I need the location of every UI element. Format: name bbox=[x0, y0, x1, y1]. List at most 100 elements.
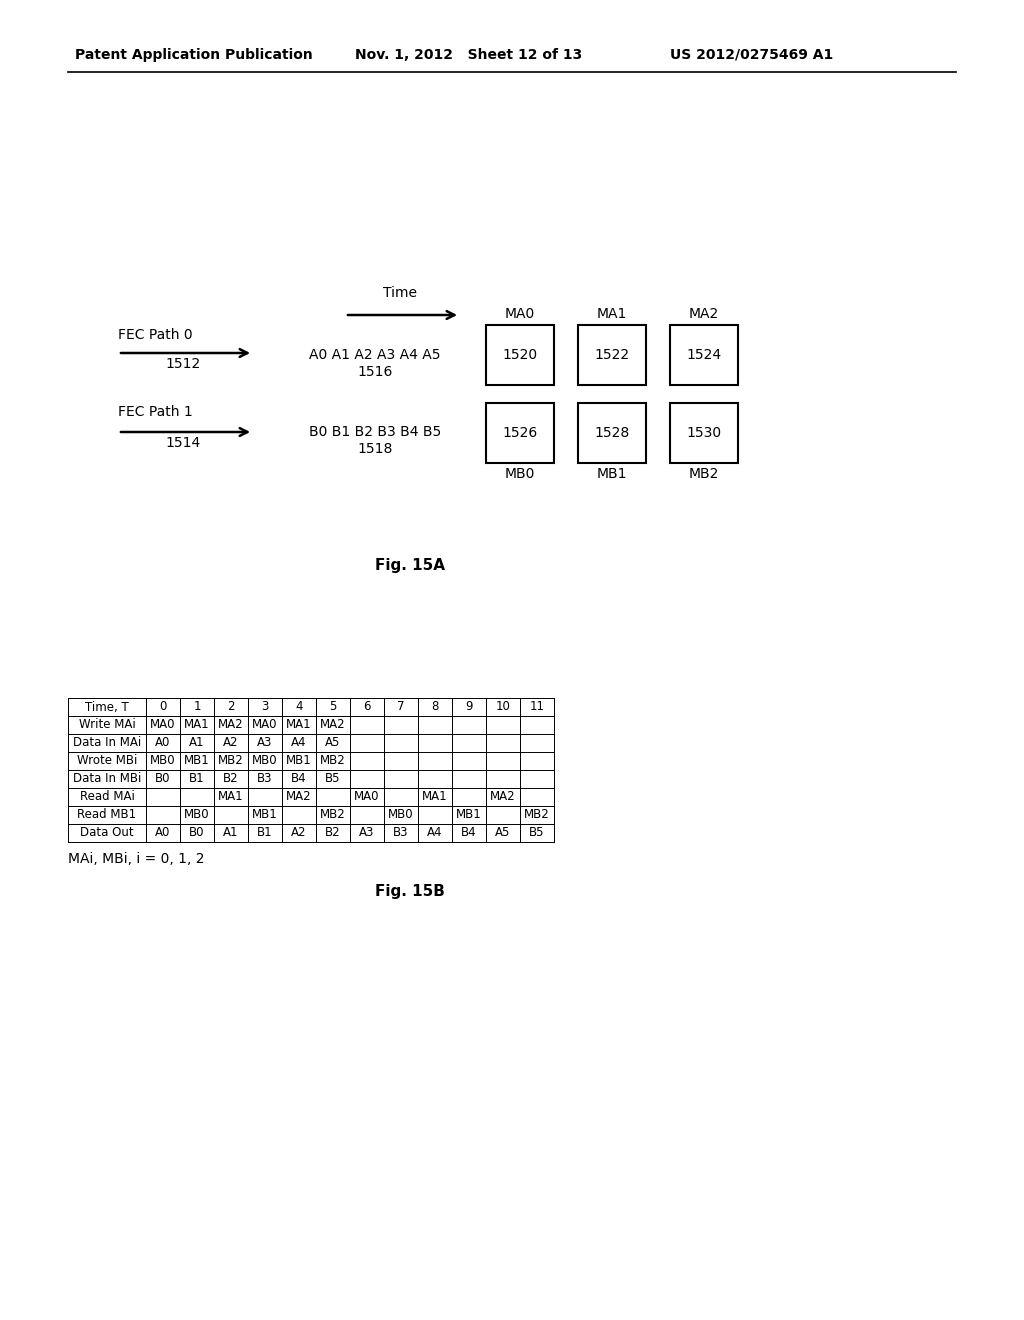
Text: B1: B1 bbox=[257, 826, 272, 840]
Text: 1524: 1524 bbox=[686, 348, 722, 362]
Text: B3: B3 bbox=[257, 772, 272, 785]
Bar bbox=[578, 325, 646, 385]
Text: Write MAi: Write MAi bbox=[79, 718, 135, 731]
Text: MB2: MB2 bbox=[218, 755, 244, 767]
Text: MB2: MB2 bbox=[524, 808, 550, 821]
Text: MB1: MB1 bbox=[184, 755, 210, 767]
Text: A2: A2 bbox=[291, 826, 307, 840]
Text: A0: A0 bbox=[156, 737, 171, 750]
Text: MB0: MB0 bbox=[184, 808, 210, 821]
Text: B2: B2 bbox=[223, 772, 239, 785]
Bar bbox=[486, 403, 554, 463]
Text: A3: A3 bbox=[257, 737, 272, 750]
Text: FEC Path 1: FEC Path 1 bbox=[118, 405, 193, 418]
Text: 2: 2 bbox=[227, 701, 234, 714]
Text: B3: B3 bbox=[393, 826, 409, 840]
Text: 1: 1 bbox=[194, 701, 201, 714]
Text: US 2012/0275469 A1: US 2012/0275469 A1 bbox=[670, 48, 834, 62]
Bar bbox=[486, 325, 554, 385]
Text: 1512: 1512 bbox=[165, 356, 201, 371]
Text: 1526: 1526 bbox=[503, 426, 538, 440]
Text: 10: 10 bbox=[496, 701, 510, 714]
Text: MB1: MB1 bbox=[597, 467, 628, 480]
Text: MB0: MB0 bbox=[505, 467, 536, 480]
Text: A0 A1 A2 A3 A4 A5: A0 A1 A2 A3 A4 A5 bbox=[309, 348, 440, 362]
Text: MA2: MA2 bbox=[321, 718, 346, 731]
Text: A1: A1 bbox=[223, 826, 239, 840]
Text: 4: 4 bbox=[295, 701, 303, 714]
Text: Read MAi: Read MAi bbox=[80, 791, 134, 804]
Text: MA2: MA2 bbox=[286, 791, 312, 804]
Text: MA0: MA0 bbox=[151, 718, 176, 731]
Text: 1530: 1530 bbox=[686, 426, 722, 440]
Bar bbox=[670, 403, 738, 463]
Text: A4: A4 bbox=[291, 737, 307, 750]
Text: MB0: MB0 bbox=[388, 808, 414, 821]
Bar bbox=[578, 403, 646, 463]
Text: Fig. 15B: Fig. 15B bbox=[375, 884, 445, 899]
Bar bbox=[670, 325, 738, 385]
Text: Wrote MBi: Wrote MBi bbox=[77, 755, 137, 767]
Text: 5: 5 bbox=[330, 701, 337, 714]
Text: A4: A4 bbox=[427, 826, 442, 840]
Text: MA0: MA0 bbox=[505, 308, 536, 321]
Text: B2: B2 bbox=[326, 826, 341, 840]
Text: A1: A1 bbox=[189, 737, 205, 750]
Text: Time, T: Time, T bbox=[85, 701, 129, 714]
Text: 1514: 1514 bbox=[165, 436, 201, 450]
Text: MB2: MB2 bbox=[689, 467, 719, 480]
Text: MA0: MA0 bbox=[354, 791, 380, 804]
Text: B4: B4 bbox=[461, 826, 477, 840]
Text: MB0: MB0 bbox=[252, 755, 278, 767]
Text: MB2: MB2 bbox=[321, 808, 346, 821]
Text: 1518: 1518 bbox=[357, 442, 392, 455]
Text: A2: A2 bbox=[223, 737, 239, 750]
Text: 8: 8 bbox=[431, 701, 438, 714]
Text: MB0: MB0 bbox=[151, 755, 176, 767]
Text: 1520: 1520 bbox=[503, 348, 538, 362]
Text: B4: B4 bbox=[291, 772, 307, 785]
Text: MA2: MA2 bbox=[218, 718, 244, 731]
Text: FEC Path 0: FEC Path 0 bbox=[118, 327, 193, 342]
Text: 1516: 1516 bbox=[357, 366, 392, 379]
Text: MB2: MB2 bbox=[321, 755, 346, 767]
Text: MA1: MA1 bbox=[597, 308, 627, 321]
Text: Data Out: Data Out bbox=[80, 826, 134, 840]
Text: MA2: MA2 bbox=[490, 791, 516, 804]
Text: MB1: MB1 bbox=[252, 808, 278, 821]
Text: Data In MAi: Data In MAi bbox=[73, 737, 141, 750]
Text: Nov. 1, 2012   Sheet 12 of 13: Nov. 1, 2012 Sheet 12 of 13 bbox=[355, 48, 583, 62]
Text: Read MB1: Read MB1 bbox=[78, 808, 136, 821]
Text: MA2: MA2 bbox=[689, 308, 719, 321]
Text: A3: A3 bbox=[359, 826, 375, 840]
Text: 6: 6 bbox=[364, 701, 371, 714]
Text: 11: 11 bbox=[529, 701, 545, 714]
Text: 9: 9 bbox=[465, 701, 473, 714]
Text: Patent Application Publication: Patent Application Publication bbox=[75, 48, 312, 62]
Text: B1: B1 bbox=[189, 772, 205, 785]
Text: MB1: MB1 bbox=[456, 808, 482, 821]
Text: MA1: MA1 bbox=[218, 791, 244, 804]
Text: MAi, MBi, i = 0, 1, 2: MAi, MBi, i = 0, 1, 2 bbox=[68, 851, 205, 866]
Text: A0: A0 bbox=[156, 826, 171, 840]
Text: A5: A5 bbox=[496, 826, 511, 840]
Text: 7: 7 bbox=[397, 701, 404, 714]
Text: MB1: MB1 bbox=[286, 755, 312, 767]
Text: 1528: 1528 bbox=[594, 426, 630, 440]
Text: MA1: MA1 bbox=[184, 718, 210, 731]
Text: 3: 3 bbox=[261, 701, 268, 714]
Text: Time: Time bbox=[383, 286, 417, 300]
Text: B5: B5 bbox=[326, 772, 341, 785]
Text: A5: A5 bbox=[326, 737, 341, 750]
Text: MA1: MA1 bbox=[422, 791, 447, 804]
Text: 1522: 1522 bbox=[595, 348, 630, 362]
Text: Data In MBi: Data In MBi bbox=[73, 772, 141, 785]
Text: B5: B5 bbox=[529, 826, 545, 840]
Text: Fig. 15A: Fig. 15A bbox=[375, 558, 445, 573]
Text: B0 B1 B2 B3 B4 B5: B0 B1 B2 B3 B4 B5 bbox=[309, 425, 441, 440]
Text: MA0: MA0 bbox=[252, 718, 278, 731]
Text: B0: B0 bbox=[156, 772, 171, 785]
Text: MA1: MA1 bbox=[286, 718, 312, 731]
Text: 0: 0 bbox=[160, 701, 167, 714]
Text: B0: B0 bbox=[189, 826, 205, 840]
